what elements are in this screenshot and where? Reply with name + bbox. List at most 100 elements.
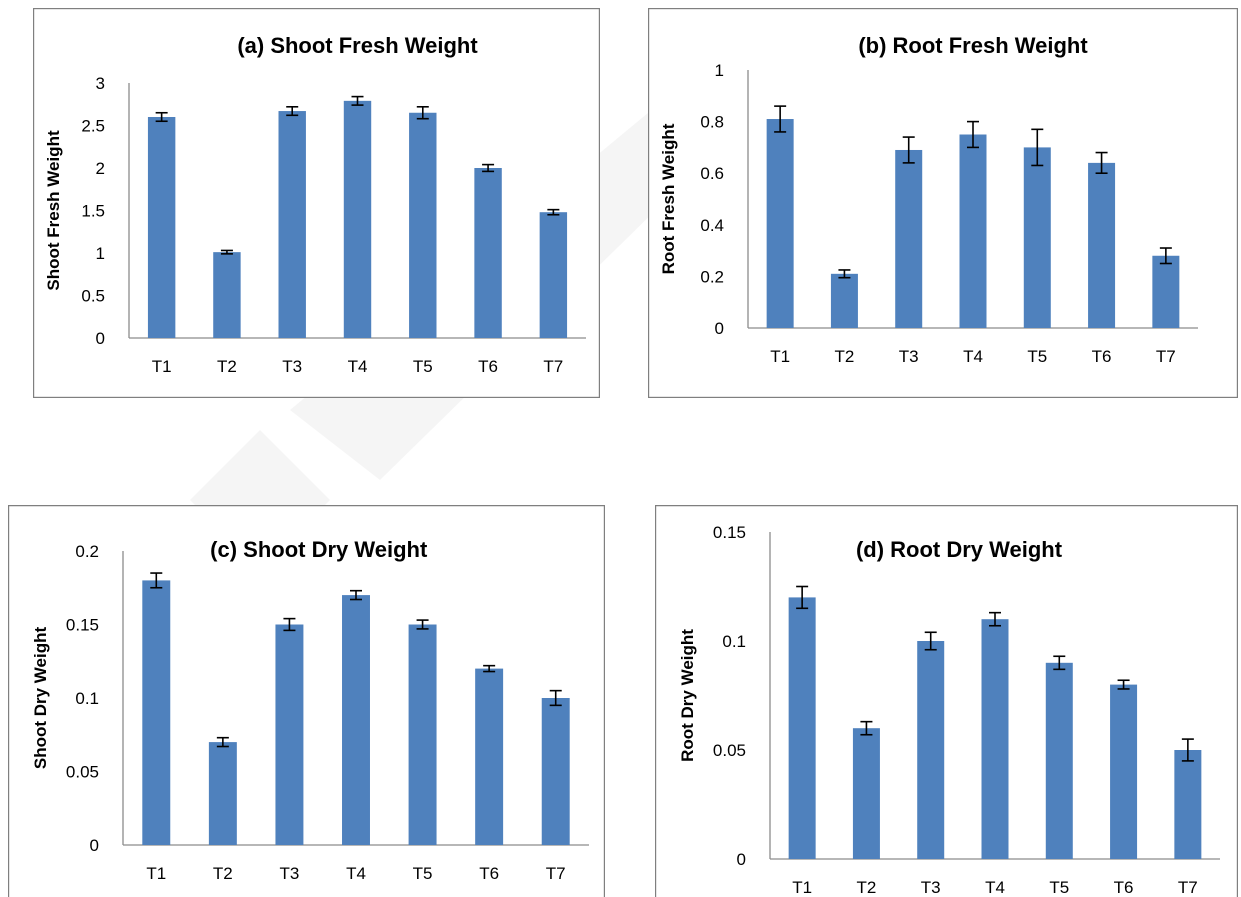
- bar-t1: [142, 580, 171, 845]
- x-tick-label: T4: [963, 347, 983, 366]
- chart-frame: [655, 505, 1238, 897]
- x-tick-label: T7: [1156, 347, 1176, 366]
- x-tick-label: T7: [543, 357, 563, 376]
- chart-c: (c) Shoot Dry Weight Shoot Dry Weight 0 0.0…: [8, 505, 605, 897]
- bar-t2: [208, 742, 237, 845]
- x-tick-label: T7: [1178, 878, 1198, 897]
- x-tick-label: T3: [921, 878, 941, 897]
- error-bar-t1: [150, 572, 163, 589]
- y-tick-label: 0.2: [700, 267, 724, 286]
- y-tick-label: 0.2: [75, 542, 99, 561]
- x-tick-label: T1: [792, 878, 812, 897]
- error-bar-t3: [283, 617, 296, 632]
- x-tick-label: T4: [346, 864, 366, 883]
- y-tick-label: 0: [715, 319, 724, 338]
- x-tick-label: T5: [1049, 878, 1069, 897]
- y-tick-label: 1: [96, 244, 105, 263]
- error-bar-t5: [416, 619, 429, 630]
- bar-t4: [343, 100, 372, 338]
- bar-t3: [275, 624, 304, 845]
- bar-t3: [895, 149, 923, 328]
- x-tick-label: T5: [413, 864, 433, 883]
- error-bar-t7: [1159, 247, 1172, 265]
- bar-t4: [981, 619, 1009, 859]
- chart-a: (a) Shoot Fresh Weight Shoot Fresh Weight…: [33, 8, 600, 398]
- x-tick-label: T1: [770, 347, 790, 366]
- y-tick-label: 0.8: [700, 113, 724, 132]
- error-bar-t1: [774, 105, 787, 133]
- bar-t3: [917, 641, 945, 859]
- y-tick-label: 0: [737, 850, 746, 869]
- error-bar-t6: [1095, 151, 1108, 174]
- error-bar-t1: [155, 111, 168, 123]
- chart-d: (d) Root Dry Weight Root Dry Weight 0 0.05 0…: [655, 505, 1238, 897]
- bar-t5: [1023, 147, 1051, 328]
- error-bar-t5: [1031, 128, 1044, 167]
- error-bar-t2: [220, 249, 233, 255]
- bar-t7: [1174, 750, 1202, 859]
- error-bar-t4: [967, 120, 979, 149]
- y-tick-label: 0.1: [75, 689, 99, 708]
- bar-t5: [408, 624, 437, 845]
- bar-t5: [409, 112, 437, 338]
- y-tick-label: 2: [96, 159, 105, 178]
- error-bar-t5: [416, 106, 429, 120]
- chart-title: (c) Shoot Dry Weight: [210, 537, 428, 562]
- error-bar-t5: [1053, 655, 1066, 671]
- x-tick-label: T4: [985, 878, 1005, 897]
- y-tick-label: 1: [715, 61, 724, 80]
- y-axis-label: Shoot Fresh Weight: [44, 130, 63, 291]
- x-tick-label: T2: [857, 878, 877, 897]
- error-bar-t7: [547, 208, 560, 216]
- chart-title: (a) Shoot Fresh Weight: [237, 33, 478, 58]
- y-tick-label: 0: [90, 836, 99, 855]
- x-tick-label: T5: [413, 357, 433, 376]
- x-tick-label: T1: [152, 357, 172, 376]
- x-tick-label: T6: [1092, 347, 1112, 366]
- error-bar-t6: [1117, 679, 1130, 690]
- bar-t4: [959, 134, 987, 328]
- y-tick-label: 0: [96, 329, 105, 348]
- error-bar-t4: [989, 611, 1001, 627]
- y-axis-label: Root Dry Weight: [678, 629, 697, 762]
- bar-t7: [541, 698, 570, 845]
- x-tick-label: T6: [1114, 878, 1134, 897]
- x-tick-label: T2: [213, 864, 233, 883]
- chart-frame: [648, 8, 1238, 398]
- x-tick-label: T7: [546, 864, 566, 883]
- y-tick-label: 0.05: [66, 763, 99, 782]
- bar-t5: [1045, 662, 1073, 859]
- bar-t6: [1088, 162, 1116, 328]
- error-bar-t6: [483, 664, 496, 673]
- bar-t1: [788, 597, 816, 859]
- bar-t6: [474, 168, 502, 338]
- chart-panel-a: (a) Shoot Fresh Weight Shoot Fresh Weight…: [33, 8, 600, 398]
- bar-t4: [342, 595, 370, 845]
- y-tick-label: 0.5: [81, 287, 105, 306]
- y-tick-label: 3: [96, 74, 105, 93]
- bar-t2: [830, 273, 858, 328]
- error-bar-t4: [351, 95, 364, 106]
- x-tick-label: T2: [217, 357, 237, 376]
- error-bar-t6: [482, 163, 495, 173]
- bar-t6: [475, 668, 504, 845]
- x-tick-label: T2: [835, 347, 855, 366]
- chart-frame: [33, 8, 600, 398]
- error-bar-t7: [1181, 738, 1194, 762]
- y-axis-label: Root Fresh Weight: [659, 123, 678, 274]
- bar-t6: [1110, 684, 1138, 859]
- error-bar-t4: [350, 589, 362, 601]
- y-tick-label: 2.5: [81, 117, 105, 136]
- y-tick-label: 1.5: [81, 202, 105, 221]
- error-bar-t3: [902, 136, 915, 164]
- error-bar-t3: [286, 106, 299, 117]
- chart-panel-b: (b) Root Fresh Weight Root Fresh Weight 0 0…: [648, 8, 1238, 398]
- y-tick-label: 0.4: [700, 216, 724, 235]
- chart-panel-d: (d) Root Dry Weight Root Dry Weight 0 0.05 0…: [655, 505, 1238, 897]
- error-bar-t7: [549, 689, 562, 707]
- error-bar-t2: [216, 736, 229, 748]
- bar-t1: [147, 117, 176, 338]
- y-axis-label: Shoot Dry Weight: [31, 627, 50, 770]
- chart-title: (d) Root Dry Weight: [856, 537, 1063, 562]
- error-bar-t1: [796, 585, 809, 610]
